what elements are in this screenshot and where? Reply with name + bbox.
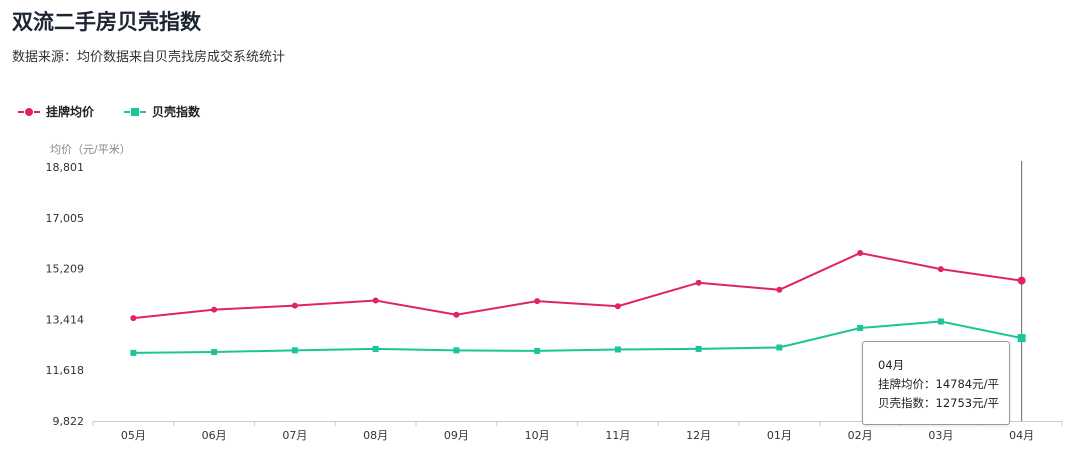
x-tick-label: 09月 [444,429,469,442]
series-0-point [1017,276,1026,285]
x-tick-label: 03月 [928,429,953,442]
series-1-point [857,324,864,331]
x-tick-label: 08月 [363,429,388,442]
series-1-point [211,349,218,356]
y-axis-label: 均价（元/平米） [50,143,131,156]
y-tick-label: 13,414 [46,313,85,326]
series-1-point [614,346,621,353]
series-0-point [857,250,864,257]
series-0-point [614,303,621,310]
series-0-point [695,279,702,286]
series-line-1 [133,320,1022,354]
series-1-point [1017,334,1026,343]
x-tick-label: 01月 [767,429,792,442]
x-tick-label: 10月 [525,429,550,442]
tooltip-listing-value: 挂牌均价：14784元/平 [878,377,999,391]
legend-label-index: 贝壳指数 [152,105,201,119]
series-0-point [130,315,137,322]
tooltip: 04月 挂牌均价：14784元/平 贝壳指数：12753元/平 [862,341,1010,425]
legend-circle-icon [18,106,40,118]
series-1-point [695,345,702,352]
y-tick-label: 11,618 [46,364,85,377]
series-1-point [130,349,137,356]
x-tick-label: 07月 [282,429,307,442]
series-0-point [776,286,783,293]
y-tick-label: 18,801 [46,161,85,174]
series-1-point [937,318,944,325]
series-1-point [291,347,298,354]
series-0-point [453,311,460,318]
series-0-point [211,306,218,313]
y-tick-label: 17,005 [46,212,85,225]
x-tick-label: 02月 [848,429,873,442]
tooltip-month: 04月 [878,358,905,372]
legend-label-listing: 挂牌均价 [46,105,95,119]
x-tick-label: 06月 [202,429,227,442]
series-1-point [453,347,460,354]
legend: 挂牌均价 贝壳指数 [18,103,200,120]
tooltip-index-value: 贝壳指数：12753元/平 [878,396,999,410]
chart-subtitle: 数据来源：均价数据来自贝壳找房成交系统统计 [12,50,286,65]
legend-item-index[interactable]: 贝壳指数 [124,103,200,120]
series-0-point [534,298,541,305]
x-tick-label: 05月 [121,429,146,442]
x-tick-label: 11月 [605,429,630,442]
series-1-point [534,347,541,354]
x-tick-label: 12月 [686,429,711,442]
series-0-point [372,297,379,304]
legend-item-listing[interactable]: 挂牌均价 [18,103,94,120]
y-tick-label: 15,209 [46,263,85,276]
chart-title: 双流二手房贝壳指数 [12,10,201,34]
series-0-point [937,266,944,273]
series-1-point [776,344,783,351]
x-tick-label: 04月 [1009,429,1034,442]
series-line-0 [133,251,1022,320]
y-tick-label: 9,822 [53,415,85,428]
series-0-point [291,302,298,309]
series-1-point [372,345,379,352]
legend-square-icon [124,106,147,118]
